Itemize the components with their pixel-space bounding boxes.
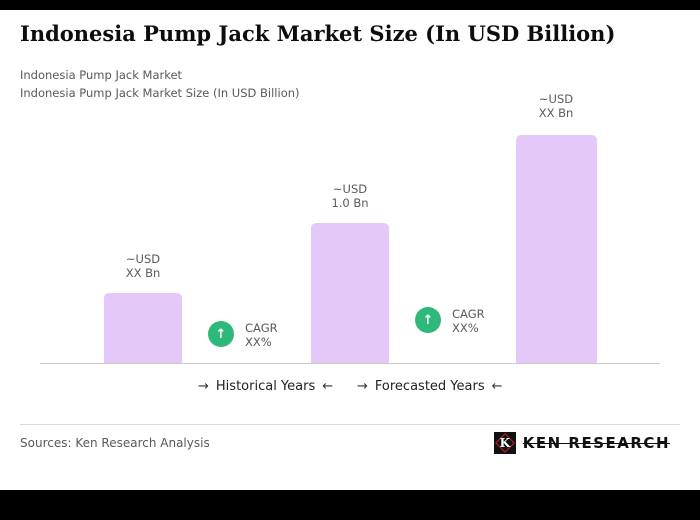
axis-group-label: Historical Years: [215, 379, 316, 394]
sources-text: Sources: Ken Research Analysis: [20, 436, 210, 450]
cagr-label: CAGR: [452, 307, 485, 321]
bar-value-label-current: ~USD 1.0 Bn: [290, 182, 410, 210]
logo-k-icon: K: [493, 432, 516, 454]
arrow-left-icon: ←: [491, 379, 503, 394]
cagr-badge-1: ↑: [208, 321, 234, 347]
cagr-badge-2: ↑: [415, 307, 441, 333]
page-title: Indonesia Pump Jack Market Size (In USD …: [20, 21, 616, 46]
bar-value-line: XX Bn: [125, 266, 161, 280]
arrow-right-icon: →: [198, 379, 209, 394]
cagr-value: XX%: [245, 335, 272, 349]
bar-current: [311, 223, 389, 363]
up-arrow-icon: ↑: [422, 312, 434, 328]
bar-value-label-historical: ~USD XX Bn: [83, 252, 203, 280]
axis-group-label: Forecasted Years: [374, 379, 485, 394]
bar-historical: [104, 293, 182, 363]
bar-value-line: ~USD: [538, 92, 574, 106]
bar-value-line: ~USD: [125, 252, 161, 266]
bar-value-line: XX Bn: [538, 106, 574, 120]
bottom-accent-bar: [0, 490, 700, 520]
bar-value-label-forecast: ~USD XX Bn: [496, 92, 616, 120]
cagr-value: XX%: [452, 321, 479, 335]
axis-group-historical-years: → Historical Years ←: [198, 379, 333, 394]
subtitle-market-name: Indonesia Pump Jack Market: [20, 68, 183, 82]
subtitle-chart-name: Indonesia Pump Jack Market Size (In USD …: [20, 86, 300, 100]
cagr-text-1: CAGR XX%: [245, 321, 278, 349]
arrow-left-icon: ←: [322, 379, 334, 394]
logo-letter: K: [499, 436, 510, 450]
ken-research-logo: K KEN RESEARCH: [493, 432, 670, 454]
bar-forecast: [516, 135, 597, 363]
bar-value-line: ~USD: [332, 182, 368, 196]
arrow-right-icon: →: [357, 379, 368, 394]
cagr-text-2: CAGR XX%: [452, 307, 485, 335]
axis-group-forecasted-years: → Forecasted Years ←: [357, 379, 503, 394]
up-arrow-icon: ↑: [215, 326, 227, 342]
bar-value-line: 1.0 Bn: [331, 196, 369, 210]
cagr-label: CAGR: [245, 321, 278, 335]
footer-divider: [20, 424, 680, 425]
x-axis-line: [40, 363, 660, 364]
top-accent-bar: [0, 0, 700, 10]
logo-text: KEN RESEARCH: [522, 434, 670, 452]
